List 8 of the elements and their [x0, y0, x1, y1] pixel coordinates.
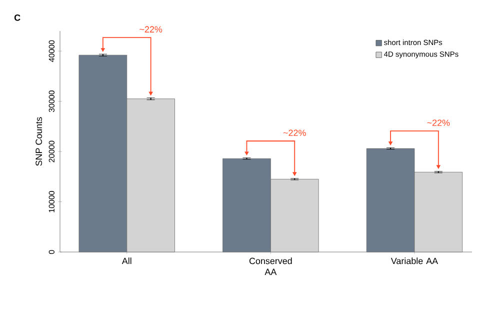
- x-tick-label: Variable AA: [390, 258, 438, 264]
- annotation: ~22%: [140, 26, 162, 32]
- annotation: ~22%: [427, 120, 450, 126]
- annotation: ~22%: [283, 130, 306, 136]
- x-tick-label: All: [122, 258, 132, 264]
- y-axis-title: SNP Counts: [36, 117, 42, 166]
- text: C: [14, 14, 20, 21]
- x-tick-label: Conserved AA: [249, 258, 292, 275]
